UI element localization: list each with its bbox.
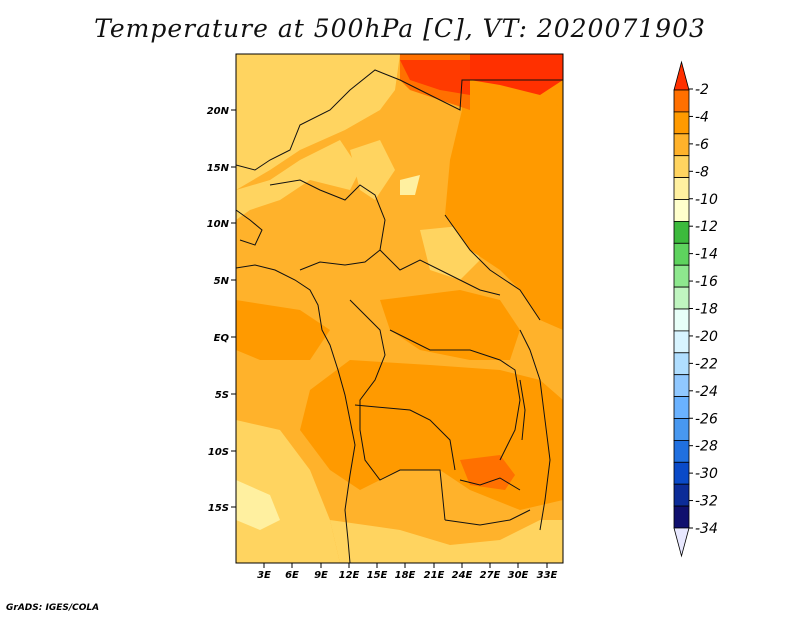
colorbar-segment: [673, 352, 690, 376]
colorbar-label: -12: [695, 219, 718, 235]
latitude-axis: [231, 109, 236, 508]
colorbar-segment: [673, 177, 690, 200]
lon-label: 33E: [537, 570, 558, 581]
lon-label: 18E: [395, 570, 416, 581]
colorbar-label: -4: [695, 109, 709, 125]
colorbar-segment: [673, 242, 690, 266]
colorbar-segment: [673, 286, 690, 310]
lon-label: 30E: [508, 570, 529, 581]
colorbar-segment: [673, 418, 690, 441]
lon-label: 12E: [339, 570, 360, 581]
lat-label: EQ: [214, 333, 230, 344]
colorbar-label: -6: [695, 137, 709, 153]
colorbar-segment: [673, 505, 690, 529]
map-frame: [235, 53, 564, 564]
longitude-axis: [263, 563, 548, 568]
colorbar-label: -32: [695, 494, 718, 510]
colorbar-segment: [673, 133, 690, 157]
colorbar-labels: -2 -4 -6 -8 -10 -12 -14 -16 -18 -20 -22 -24 -26 -28 -3…: [689, 82, 718, 537]
colorbar-label: -14: [695, 247, 718, 263]
lat-label: 20N: [207, 106, 230, 117]
colorbar-label: -24: [695, 384, 718, 400]
lon-label: 9E: [314, 570, 328, 581]
colorbar-label: -30: [695, 466, 718, 482]
lon-label: 15E: [367, 570, 388, 581]
lon-label: 6E: [285, 570, 299, 581]
colorbar-segment: [673, 155, 690, 178]
colorbar-segment: [673, 396, 690, 419]
colorbar-label: -28: [695, 439, 718, 455]
lat-label: 15S: [208, 503, 229, 514]
colorbar-segment: [673, 89, 690, 113]
country-borders: [236, 69, 563, 563]
colorbar: [673, 60, 690, 558]
temperature-field: [236, 54, 563, 563]
lat-label: 15N: [207, 163, 230, 174]
lat-label: 5N: [214, 276, 230, 287]
colorbar-segment: [673, 60, 690, 91]
colorbar-label: -18: [695, 302, 718, 318]
colorbar-segment: [673, 439, 690, 463]
colorbar-segment: [673, 330, 690, 354]
colorbar-segment: [673, 199, 690, 222]
colorbar-segment: [673, 111, 690, 135]
lat-label: 10N: [207, 219, 230, 230]
lon-label: 24E: [452, 570, 473, 581]
colorbar-label: -20: [695, 329, 718, 345]
colorbar-segment: [673, 483, 690, 507]
lon-label: 27E: [480, 570, 501, 581]
credit-text: GrADS: IGES/COLA: [6, 603, 100, 613]
colorbar-segment: [673, 308, 690, 332]
lon-label: 3E: [257, 570, 271, 581]
colorbar-segment: [673, 264, 690, 288]
lat-label: 5S: [215, 390, 229, 401]
colorbar-label: -16: [695, 274, 718, 290]
colorbar-segment: [673, 527, 690, 558]
lon-label: 21E: [424, 570, 445, 581]
colorbar-segment: [673, 220, 690, 244]
colorbar-label: -26: [695, 411, 718, 427]
colorbar-label: -22: [695, 356, 718, 372]
colorbar-label: -10: [695, 192, 718, 208]
colorbar-label: -2: [695, 82, 709, 98]
colorbar-label: -34: [695, 521, 718, 537]
colorbar-label: -8: [695, 164, 709, 180]
colorbar-segment: [673, 374, 690, 398]
map-title: Temperature at 500hPa [C], VT: 202007190…: [94, 14, 706, 43]
lat-label: 10S: [208, 447, 229, 458]
colorbar-segment: [673, 461, 690, 485]
